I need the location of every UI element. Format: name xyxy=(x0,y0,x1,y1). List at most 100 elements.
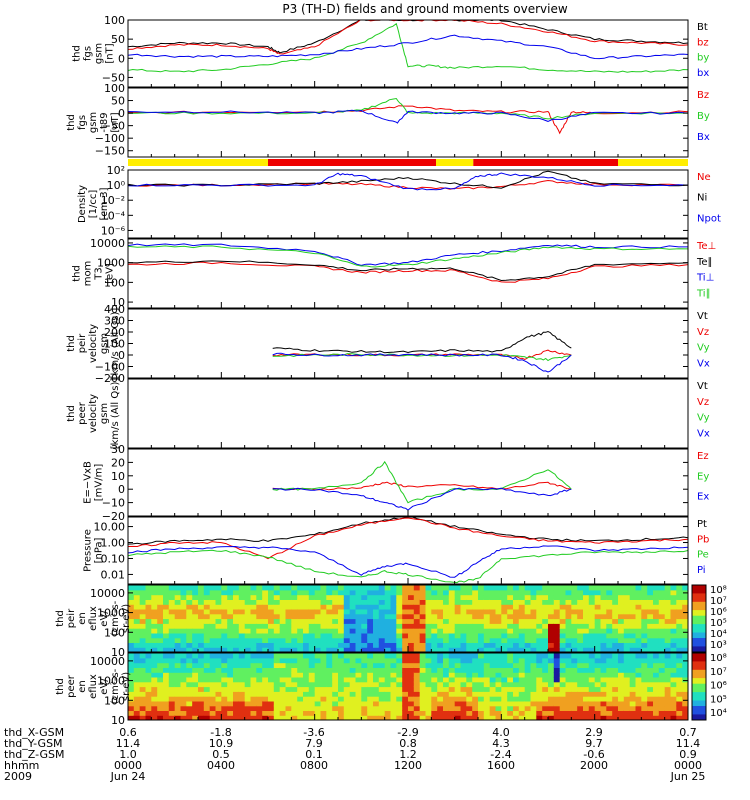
heatmap-cell xyxy=(524,642,532,648)
heatmap-cell xyxy=(437,705,444,711)
heatmap-cell xyxy=(437,632,444,639)
heatmap-cell xyxy=(186,676,193,683)
heatmap-cell xyxy=(203,676,211,683)
heatmap-cell xyxy=(530,637,537,643)
colorbar-swatch xyxy=(692,593,706,597)
heatmap-cell xyxy=(227,594,234,600)
heatmap-cell xyxy=(221,681,228,688)
heatmap-cell xyxy=(425,705,432,711)
heatmap-cell xyxy=(431,604,438,610)
heatmap-cell xyxy=(256,710,263,716)
heatmap-cell xyxy=(291,637,298,643)
heatmap-cell xyxy=(355,637,362,643)
heatmap-cell xyxy=(588,647,596,652)
colorbar-swatch xyxy=(692,683,706,687)
colorbar-swatch xyxy=(692,680,706,685)
heatmap-cell xyxy=(151,672,158,678)
heatmap-cell xyxy=(524,647,532,652)
heatmap-cell xyxy=(233,618,240,624)
heatmap-cell xyxy=(548,696,555,702)
y-axis-label-line: velocity xyxy=(88,324,99,363)
heatmap-cell xyxy=(390,599,397,605)
heatmap-cell xyxy=(408,585,415,591)
series-line-Ti∥ xyxy=(128,245,688,268)
heatmap-cell xyxy=(513,632,520,639)
heatmap-cell xyxy=(641,696,648,702)
heatmap-cell xyxy=(221,710,228,716)
heatmap-cell xyxy=(565,594,572,600)
heatmap-cell xyxy=(443,691,450,697)
heatmap-cell xyxy=(408,700,415,707)
heatmap-cell xyxy=(565,700,572,707)
heatmap-cell xyxy=(425,710,432,716)
heatmap-cell xyxy=(577,637,584,643)
heatmap-cell xyxy=(483,618,491,624)
heatmap-cell xyxy=(233,705,240,711)
heatmap-cell xyxy=(536,632,543,639)
legend-By: By xyxy=(697,111,710,122)
heatmap-cell xyxy=(168,594,176,600)
heatmap-cell xyxy=(151,667,158,673)
heatmap-cell xyxy=(559,628,567,634)
heatmap-cell xyxy=(466,632,473,639)
heatmap-cell xyxy=(332,604,339,610)
y-tick-label: 0 xyxy=(118,483,125,496)
heatmap-cell xyxy=(408,667,415,673)
heatmap-cell xyxy=(419,585,427,591)
heatmap-cell xyxy=(653,613,660,620)
y-tick-label: 10⁻² xyxy=(101,194,125,207)
heatmap-cell xyxy=(466,662,473,668)
heatmap-cell xyxy=(314,667,322,673)
heatmap-cell xyxy=(378,681,386,688)
heatmap-cell xyxy=(128,608,135,615)
series-group xyxy=(128,97,688,135)
y-tick-label: 100 xyxy=(104,338,125,351)
heatmap-cell xyxy=(273,653,281,659)
footer-value: 1600 xyxy=(487,759,515,772)
footer-value: Jun 25 xyxy=(670,770,706,783)
heatmap-cell xyxy=(139,589,147,596)
heatmap-cell xyxy=(629,662,637,668)
heatmap-cell xyxy=(256,604,263,610)
heatmap-cell xyxy=(548,599,555,605)
heatmap-cell xyxy=(489,613,497,620)
heatmap-cell xyxy=(623,705,631,711)
heatmap-cell xyxy=(338,618,345,624)
heatmap-cell xyxy=(658,589,666,596)
heatmap-cell xyxy=(623,710,631,716)
heatmap-cell xyxy=(629,623,637,629)
heatmap-cell xyxy=(209,657,217,664)
heatmap-cell xyxy=(338,686,345,692)
heatmap-cell xyxy=(227,681,234,688)
heatmap-cell xyxy=(128,594,135,600)
heatmap-cell xyxy=(384,604,392,610)
heatmap-cell xyxy=(373,589,380,596)
heatmap-cell xyxy=(466,628,473,634)
heatmap-cell xyxy=(478,599,485,605)
y-axis-label-line: eV/ xyxy=(99,610,110,627)
heatmap-cell xyxy=(413,686,421,692)
heatmap-cell xyxy=(548,662,555,668)
heatmap-cell xyxy=(314,628,322,634)
heatmap-cell xyxy=(256,657,263,664)
heatmap-cell xyxy=(448,599,456,605)
heatmap-cell xyxy=(483,672,491,678)
heatmap-cell xyxy=(483,632,491,639)
heatmap-cell xyxy=(454,653,462,659)
heatmap-cell xyxy=(501,686,508,692)
heatmap-cell xyxy=(629,657,637,664)
heatmap-cell xyxy=(332,623,339,629)
heatmap-cell xyxy=(273,637,281,643)
heatmap-cell xyxy=(682,686,688,692)
heatmap-cell xyxy=(308,681,316,688)
heatmap-cell xyxy=(367,657,374,664)
heatmap-cell xyxy=(647,613,654,620)
heatmap-cell xyxy=(244,657,252,664)
heatmap-cell xyxy=(203,637,211,643)
heatmap-cell xyxy=(425,637,432,643)
heatmap-cell xyxy=(326,672,333,678)
heatmap-cell xyxy=(472,628,479,634)
heatmap-cell xyxy=(402,676,409,683)
heatmap-cell xyxy=(653,599,660,605)
heatmap-cell xyxy=(635,662,642,668)
